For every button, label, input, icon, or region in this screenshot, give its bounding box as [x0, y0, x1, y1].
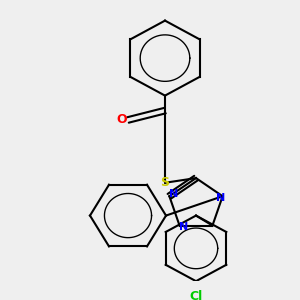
Text: S: S [160, 176, 169, 189]
Text: Cl: Cl [189, 290, 203, 300]
Text: N: N [179, 222, 188, 233]
Text: N: N [169, 189, 178, 199]
Text: N: N [216, 193, 225, 203]
Text: O: O [117, 113, 127, 127]
